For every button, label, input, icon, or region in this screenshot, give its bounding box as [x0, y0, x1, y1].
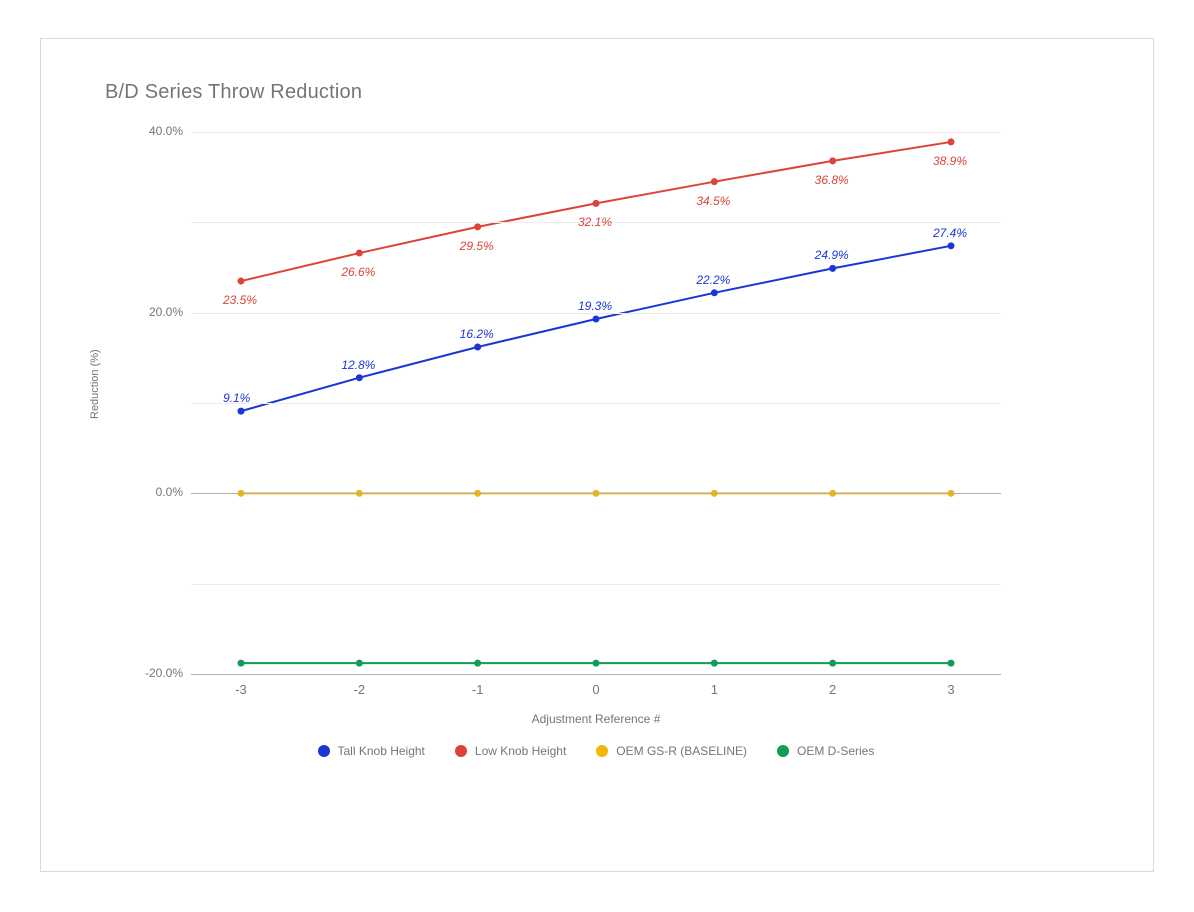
- x-tick-label: -2: [339, 682, 379, 697]
- legend-dot-icon: [455, 745, 467, 757]
- data-label: 24.9%: [815, 248, 849, 262]
- legend: Tall Knob Height Low Knob Height OEM GS-R …: [318, 744, 875, 758]
- data-label: 16.2%: [460, 327, 494, 341]
- chart-panel: B/D Series Throw Reduction Reduction (%)…: [40, 38, 1154, 872]
- legend-item: OEM GS-R (BASELINE): [596, 744, 747, 758]
- legend-dot-icon: [596, 745, 608, 757]
- series-marker: [593, 660, 600, 667]
- series-marker: [356, 660, 363, 667]
- series-marker: [948, 242, 955, 249]
- series-marker: [711, 660, 718, 667]
- legend-label: Tall Knob Height: [338, 744, 425, 758]
- x-tick-label: 1: [694, 682, 734, 697]
- data-label: 38.9%: [933, 154, 967, 168]
- x-tick-label: 3: [931, 682, 971, 697]
- series-marker: [238, 408, 245, 415]
- x-tick-label: 0: [576, 682, 616, 697]
- legend-dot-icon: [777, 745, 789, 757]
- data-label: 27.4%: [933, 226, 967, 240]
- minor-gridline: [191, 584, 1001, 585]
- y-tick-label: -20.0%: [123, 666, 183, 680]
- series-marker: [593, 200, 600, 207]
- x-tick-label: 2: [813, 682, 853, 697]
- series-marker: [948, 660, 955, 667]
- legend-label: OEM D-Series: [797, 744, 874, 758]
- series-marker: [356, 250, 363, 257]
- x-tick-label: -1: [458, 682, 498, 697]
- legend-dot-icon: [318, 745, 330, 757]
- series-marker: [238, 278, 245, 285]
- gridline: [191, 132, 1001, 133]
- data-label: 23.5%: [223, 293, 257, 307]
- y-tick-label: 20.0%: [123, 305, 183, 319]
- series-marker: [829, 265, 836, 272]
- data-label: 36.8%: [815, 173, 849, 187]
- series-marker: [474, 343, 481, 350]
- series-marker: [593, 315, 600, 322]
- page-outer: B/D Series Throw Reduction Reduction (%)…: [0, 0, 1194, 912]
- data-label: 9.1%: [223, 391, 250, 405]
- x-axis-line: [191, 674, 1001, 675]
- series-marker: [948, 138, 955, 145]
- y-tick-label: 40.0%: [123, 124, 183, 138]
- data-label: 34.5%: [696, 194, 730, 208]
- legend-label: Low Knob Height: [475, 744, 566, 758]
- series-marker: [474, 223, 481, 230]
- series-marker: [711, 289, 718, 296]
- data-label: 32.1%: [578, 215, 612, 229]
- series-marker: [474, 660, 481, 667]
- legend-item: OEM D-Series: [777, 744, 874, 758]
- series-marker: [356, 374, 363, 381]
- data-label: 19.3%: [578, 299, 612, 313]
- legend-label: OEM GS-R (BASELINE): [616, 744, 747, 758]
- series-marker: [829, 157, 836, 164]
- zero-gridline: [191, 493, 1001, 494]
- plot-svg: [41, 39, 1061, 734]
- data-label: 29.5%: [460, 239, 494, 253]
- x-tick-label: -3: [221, 682, 261, 697]
- data-label: 22.2%: [696, 273, 730, 287]
- data-label: 12.8%: [341, 358, 375, 372]
- minor-gridline: [191, 403, 1001, 404]
- legend-item: Low Knob Height: [455, 744, 566, 758]
- data-label: 26.6%: [341, 265, 375, 279]
- series-marker: [829, 660, 836, 667]
- y-tick-label: 0.0%: [123, 485, 183, 499]
- series-marker: [238, 660, 245, 667]
- x-axis-title: Adjustment Reference #: [496, 712, 696, 726]
- series-marker: [711, 178, 718, 185]
- legend-item: Tall Knob Height: [318, 744, 425, 758]
